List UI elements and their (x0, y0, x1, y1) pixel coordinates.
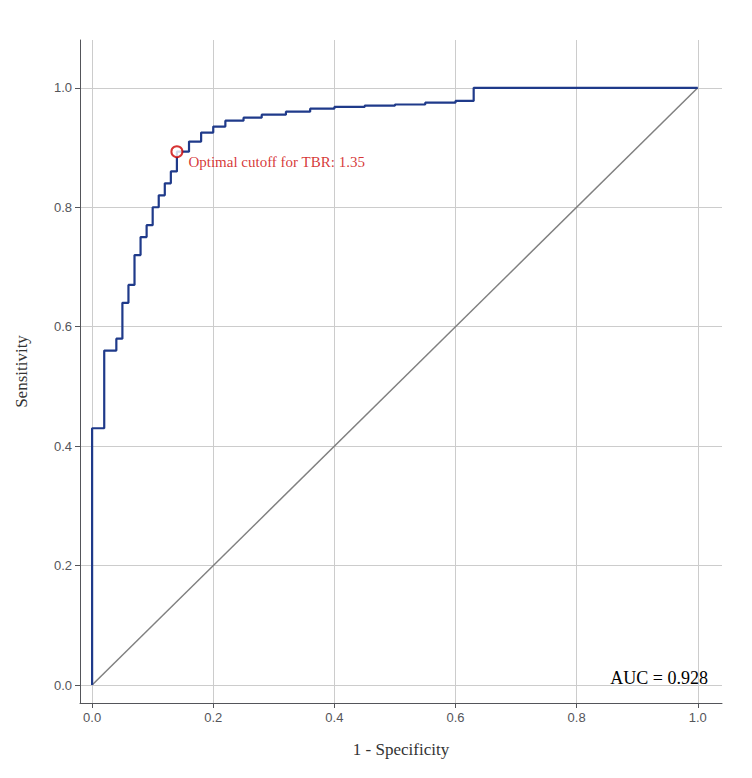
svg-text:0.2: 0.2 (204, 710, 222, 725)
svg-text:0.6: 0.6 (446, 710, 464, 725)
svg-text:0.8: 0.8 (54, 200, 72, 215)
svg-text:0.6: 0.6 (54, 319, 72, 334)
svg-text:1.0: 1.0 (689, 710, 707, 725)
svg-text:Sensitivity: Sensitivity (12, 335, 31, 408)
svg-text:Optimal cutoff for TBR: 1.35: Optimal cutoff for TBR: 1.35 (188, 154, 365, 170)
svg-text:0.4: 0.4 (54, 439, 72, 454)
svg-text:0.8: 0.8 (568, 710, 586, 725)
svg-text:0.0: 0.0 (83, 710, 101, 725)
svg-text:0.0: 0.0 (54, 678, 72, 693)
svg-text:0.2: 0.2 (54, 558, 72, 573)
svg-text:1 - Specificity: 1 - Specificity (353, 740, 450, 759)
svg-text:1.0: 1.0 (54, 80, 72, 95)
svg-text:AUC = 0.928: AUC = 0.928 (610, 668, 708, 688)
svg-text:0.4: 0.4 (325, 710, 343, 725)
